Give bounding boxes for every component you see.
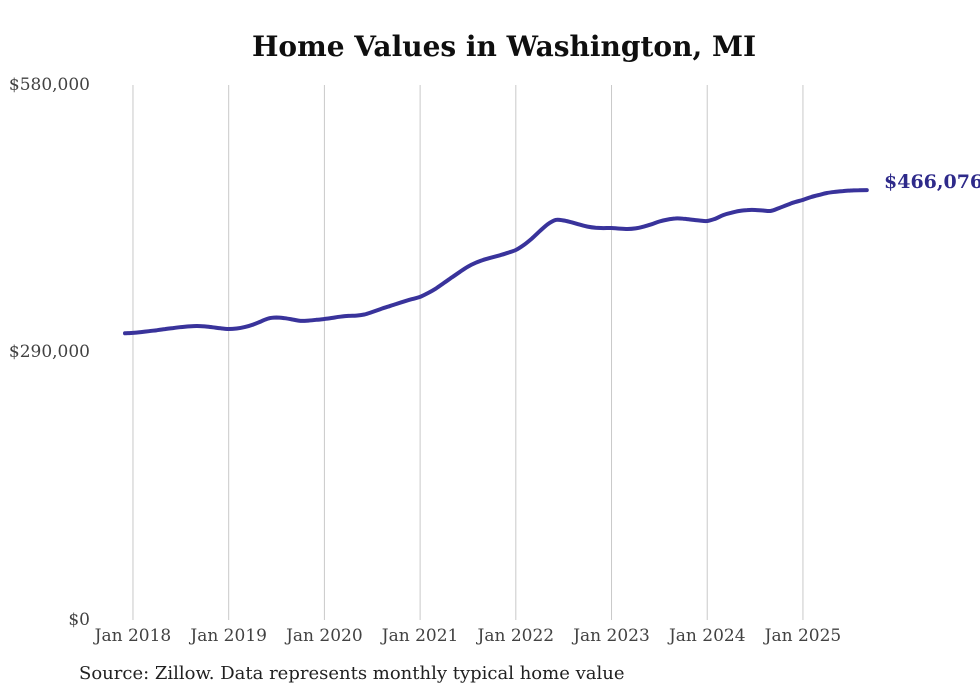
x-axis-tick-jan-2023: Jan 2023 [573, 626, 650, 646]
x-axis-tick-jan-2019: Jan 2019 [190, 626, 267, 646]
y-axis-tick-0: $0 [68, 610, 90, 630]
source-note: Source: Zillow. Data represents monthly … [79, 663, 625, 684]
x-axis-tick-jan-2025: Jan 2025 [764, 626, 842, 646]
x-axis-tick-jan-2021: Jan 2021 [381, 626, 459, 646]
y-axis-tick-580000: $580,000 [8, 75, 90, 95]
home-value-series-line [123, 188, 869, 336]
y-axis-tick-290000: $290,000 [8, 342, 90, 362]
latest-value-annotation: $466,076 [884, 171, 980, 193]
x-axis-tick-jan-2024: Jan 2024 [668, 626, 746, 646]
chart-title: Home Values in Washington, MI [251, 30, 757, 63]
x-axis-tick-jan-2022: Jan 2022 [477, 626, 555, 646]
x-axis-tick-jan-2020: Jan 2020 [286, 626, 363, 646]
x-axis-tick-jan-2018: Jan 2018 [94, 626, 172, 646]
